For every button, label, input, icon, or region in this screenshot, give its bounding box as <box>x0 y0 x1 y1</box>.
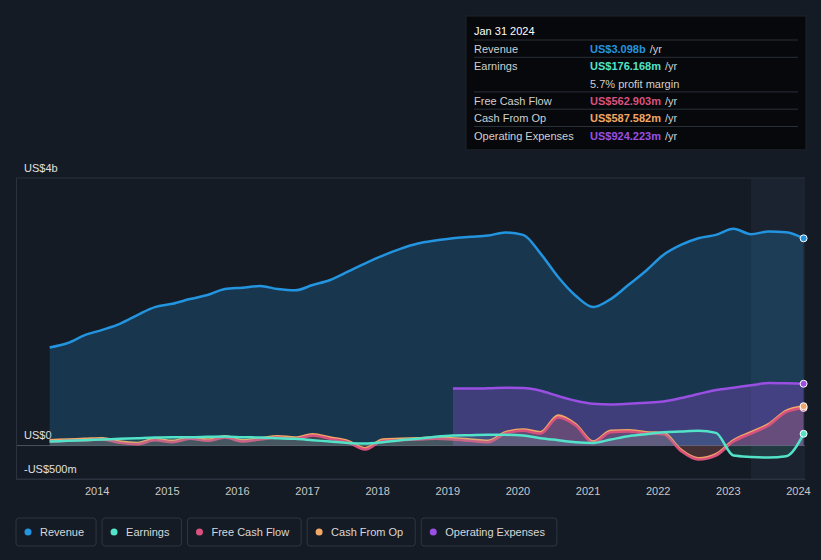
tooltip-separator <box>474 109 798 110</box>
tooltip-title: Jan 31 2024 <box>474 25 535 37</box>
x-tick-label: 2023 <box>716 485 740 497</box>
legend-swatch <box>196 529 203 536</box>
legend: Revenue Earnings Free Cash Flow Cash From O… <box>16 518 557 546</box>
legend-box <box>307 518 415 546</box>
legend-item: Revenue <box>16 518 96 546</box>
x-tick: 2014 <box>85 479 109 497</box>
y-axis-line <box>16 179 17 480</box>
x-axis-line <box>17 479 806 480</box>
x-tick: 2021 <box>576 479 600 497</box>
grid <box>16 178 805 479</box>
series-area <box>50 229 804 446</box>
legend-box <box>421 518 557 546</box>
tooltip-label: Earnings <box>474 60 518 72</box>
tooltip-value: US$587.582m <box>590 112 661 124</box>
end-dots <box>800 235 807 437</box>
end-dot <box>800 430 807 437</box>
chart: -US$500mUS$0US$4b20142015201620172018201… <box>0 0 821 560</box>
y-tick: -US$500m <box>16 463 77 480</box>
series-line <box>50 408 804 460</box>
x-tick-label: 2017 <box>295 485 319 497</box>
tooltip-label: Revenue <box>474 43 518 55</box>
tooltip-label: Free Cash Flow <box>474 95 552 107</box>
tooltip-separator <box>474 40 798 41</box>
x-tick-label: 2024 <box>786 485 810 497</box>
legend-label: Free Cash Flow <box>211 526 289 538</box>
legend-label: Revenue <box>40 526 84 538</box>
x-axis: 2014 2015 2016 2017 2018 2019 2020 2021 2022 2023… <box>17 479 811 497</box>
legend-swatch <box>316 529 323 536</box>
x-tick: 2023 <box>716 479 740 497</box>
y-tick: US$0 <box>16 429 52 446</box>
x-tick-label: 2015 <box>155 485 179 497</box>
legend-box <box>187 518 301 546</box>
series-area <box>50 408 804 460</box>
tooltip-unit: /yr <box>665 130 678 142</box>
x-tick: 2018 <box>365 479 389 497</box>
tooltip-value: US$176.168m <box>590 60 661 72</box>
y-tick-label: US$4b <box>24 162 58 174</box>
grid-line <box>16 178 805 179</box>
legend-swatch <box>111 529 118 536</box>
legend-label: Earnings <box>126 526 170 538</box>
legend-item: Earnings <box>102 518 181 546</box>
end-dot <box>800 380 807 387</box>
end-dot <box>800 403 807 410</box>
legend-swatch <box>430 529 437 536</box>
y-tick: US$4b <box>16 162 58 179</box>
x-tick-label: 2022 <box>646 485 670 497</box>
plot-area <box>50 229 804 460</box>
end-dot <box>800 235 807 242</box>
x-tick: 2024 <box>786 479 810 497</box>
x-tick-label: 2014 <box>85 485 109 497</box>
series-line <box>453 383 804 404</box>
tooltip-unit: /yr <box>650 43 663 55</box>
legend-item: Free Cash Flow <box>187 518 301 546</box>
y-tick-label: -US$500m <box>24 463 77 475</box>
x-tick: 2019 <box>436 479 460 497</box>
tooltip-unit: /yr <box>665 60 678 72</box>
tooltip-box <box>466 16 806 150</box>
legend-label: Operating Expenses <box>445 526 545 538</box>
x-tick-label: 2018 <box>365 485 389 497</box>
tooltip-label: Cash From Op <box>474 112 546 124</box>
x-tick-label: 2021 <box>576 485 600 497</box>
tooltip-separator <box>474 91 798 92</box>
series-line <box>50 431 804 458</box>
y-tick-label: US$0 <box>24 429 52 441</box>
x-tick-label: 2019 <box>436 485 460 497</box>
grid-line <box>16 479 805 480</box>
tooltip-value: US$3.098b <box>590 43 646 55</box>
legend-label: Cash From Op <box>331 526 403 538</box>
tooltip-unit: /yr <box>665 112 678 124</box>
x-tick-label: 2016 <box>225 485 249 497</box>
legend-item: Cash From Op <box>307 518 415 546</box>
tooltip-unit: /yr <box>665 95 678 107</box>
background <box>0 0 821 560</box>
x-tick: 2016 <box>225 479 249 497</box>
x-tick-label: 2020 <box>506 485 530 497</box>
tooltip-note: 5.7% profit margin <box>590 78 679 90</box>
tooltip-separator <box>474 57 798 58</box>
series-line <box>50 229 804 348</box>
legend-item: Operating Expenses <box>421 518 557 546</box>
x-tick: 2020 <box>506 479 530 497</box>
legend-box <box>102 518 181 546</box>
tooltip-label: Operating Expenses <box>474 130 574 142</box>
series-area <box>50 431 804 458</box>
legend-swatch <box>25 529 32 536</box>
tooltip-separator <box>474 126 798 127</box>
legend-box <box>16 518 96 546</box>
x-tick: 2015 <box>155 479 179 497</box>
tooltip: Jan 31 2024 Revenue US$3.098b/yr Earnings US… <box>466 16 806 150</box>
x-tick: 2022 <box>646 479 670 497</box>
tooltip-value: US$562.903m <box>590 95 661 107</box>
x-tick: 2017 <box>295 479 319 497</box>
tooltip-value: US$924.223m <box>590 130 661 142</box>
